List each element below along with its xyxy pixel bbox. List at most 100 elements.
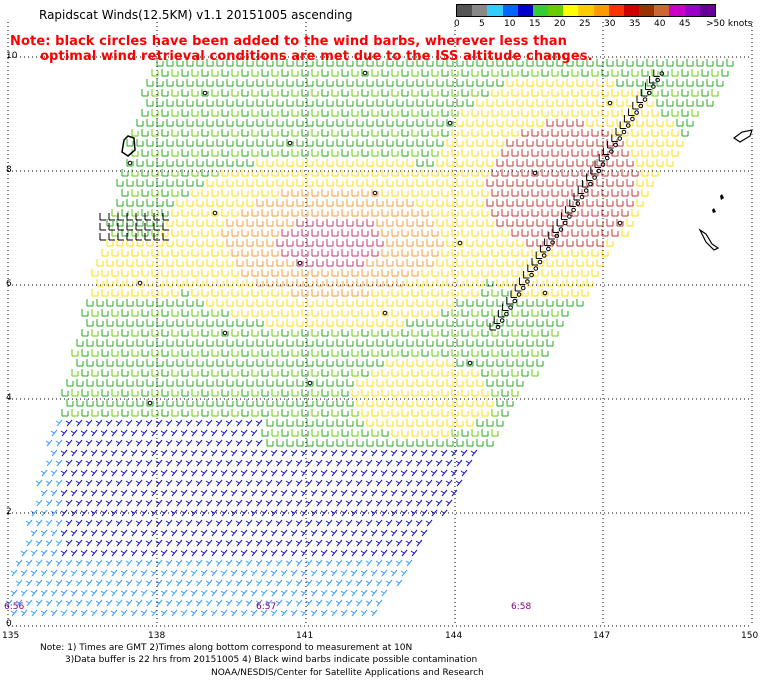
wind-barb bbox=[116, 259, 124, 267]
wind-barb bbox=[105, 539, 113, 547]
wind-barb bbox=[91, 389, 99, 397]
wind-barb bbox=[235, 419, 243, 427]
wind-barb bbox=[181, 389, 189, 397]
wind-barb bbox=[141, 169, 149, 177]
wind-barb bbox=[561, 309, 569, 317]
wind-barb bbox=[496, 119, 504, 127]
wind-barb bbox=[295, 479, 303, 487]
wind-barb bbox=[401, 309, 409, 317]
wind-barb bbox=[381, 169, 389, 177]
wind-barb bbox=[116, 299, 124, 307]
wind-barb bbox=[375, 459, 383, 467]
wind-barb bbox=[471, 369, 479, 377]
wind-barb bbox=[350, 529, 358, 537]
wind-barb bbox=[146, 179, 154, 187]
wind-barb bbox=[235, 539, 243, 547]
wind-barb bbox=[386, 179, 394, 187]
wind-barb bbox=[481, 109, 489, 117]
wind-barb bbox=[406, 99, 414, 107]
wind-barb bbox=[260, 489, 268, 497]
contaminated-wind-barb bbox=[135, 213, 142, 221]
wind-barb bbox=[236, 159, 244, 167]
wind-barb bbox=[221, 69, 229, 77]
wind-barb bbox=[131, 169, 139, 177]
wind-barb bbox=[526, 159, 534, 167]
wind-barb bbox=[401, 429, 409, 437]
wind-barb bbox=[405, 539, 413, 547]
wind-barb bbox=[271, 289, 279, 297]
wind-barb bbox=[316, 179, 324, 187]
wind-barb bbox=[215, 499, 223, 507]
contaminated-wind-barb bbox=[117, 223, 124, 231]
wind-barb bbox=[355, 599, 363, 607]
wind-barb bbox=[136, 259, 144, 267]
wind-barb bbox=[296, 259, 304, 267]
wind-barb bbox=[195, 599, 203, 607]
wind-barb bbox=[486, 79, 494, 87]
wind-barb bbox=[305, 599, 313, 607]
wind-barb bbox=[211, 189, 219, 197]
wind-barb bbox=[296, 439, 304, 447]
wind-barb bbox=[131, 369, 139, 377]
wind-barb bbox=[371, 329, 379, 337]
wind-barb bbox=[486, 259, 494, 267]
wind-barb bbox=[341, 129, 349, 137]
wind-barb bbox=[381, 429, 389, 437]
wind-barb bbox=[431, 349, 439, 357]
wind-barb bbox=[291, 369, 299, 377]
wind-barb bbox=[165, 439, 173, 447]
wind-barb bbox=[316, 339, 324, 347]
wind-barb bbox=[571, 69, 579, 77]
wind-barb bbox=[256, 139, 264, 147]
wind-barb bbox=[481, 289, 489, 297]
wind-barb bbox=[185, 559, 193, 567]
wind-barb bbox=[516, 239, 524, 247]
wind-barb bbox=[371, 349, 379, 357]
wind-barb bbox=[511, 349, 519, 357]
wind-barb bbox=[281, 189, 289, 197]
wind-barb bbox=[151, 289, 159, 297]
wind-barb bbox=[281, 409, 289, 417]
wind-barb bbox=[656, 159, 664, 167]
wind-barb bbox=[435, 479, 443, 487]
wind-barb bbox=[386, 219, 394, 227]
contaminated-wind-barb bbox=[577, 186, 585, 194]
wind-barb bbox=[45, 519, 53, 527]
wind-barb bbox=[661, 109, 669, 117]
wind-barb bbox=[191, 329, 199, 337]
wind-barb bbox=[346, 359, 354, 367]
wind-barb bbox=[225, 539, 233, 547]
wind-barb bbox=[175, 599, 183, 607]
wind-barb bbox=[551, 149, 559, 157]
wind-barb bbox=[280, 589, 288, 597]
wind-barb bbox=[516, 119, 524, 127]
wind-barb bbox=[176, 399, 184, 407]
wind-barb bbox=[416, 179, 424, 187]
wind-barb bbox=[190, 509, 198, 517]
wind-barb bbox=[411, 429, 419, 437]
wind-barb bbox=[146, 319, 154, 327]
wind-barb bbox=[496, 99, 504, 107]
wind-barb bbox=[120, 589, 128, 597]
wind-barb bbox=[386, 159, 394, 167]
wind-barb bbox=[381, 269, 389, 277]
wind-barb bbox=[330, 489, 338, 497]
wind-barb bbox=[501, 389, 509, 397]
wind-barb bbox=[346, 399, 354, 407]
wind-barb bbox=[265, 499, 273, 507]
wind-barb bbox=[481, 229, 489, 237]
wind-barb bbox=[246, 259, 254, 267]
wind-barb bbox=[335, 479, 343, 487]
wind-barb bbox=[586, 199, 594, 207]
wind-barb bbox=[266, 99, 274, 107]
wind-barb bbox=[431, 89, 439, 97]
wind-barb bbox=[516, 179, 524, 187]
wind-barb bbox=[311, 69, 319, 77]
wind-barb bbox=[165, 599, 173, 607]
legend-tick-label: 15 bbox=[529, 19, 541, 29]
wind-barb bbox=[631, 209, 639, 217]
wind-barb bbox=[455, 459, 463, 467]
wind-barb bbox=[430, 489, 438, 497]
wind-barb bbox=[230, 449, 238, 457]
wind-barb bbox=[506, 319, 514, 327]
